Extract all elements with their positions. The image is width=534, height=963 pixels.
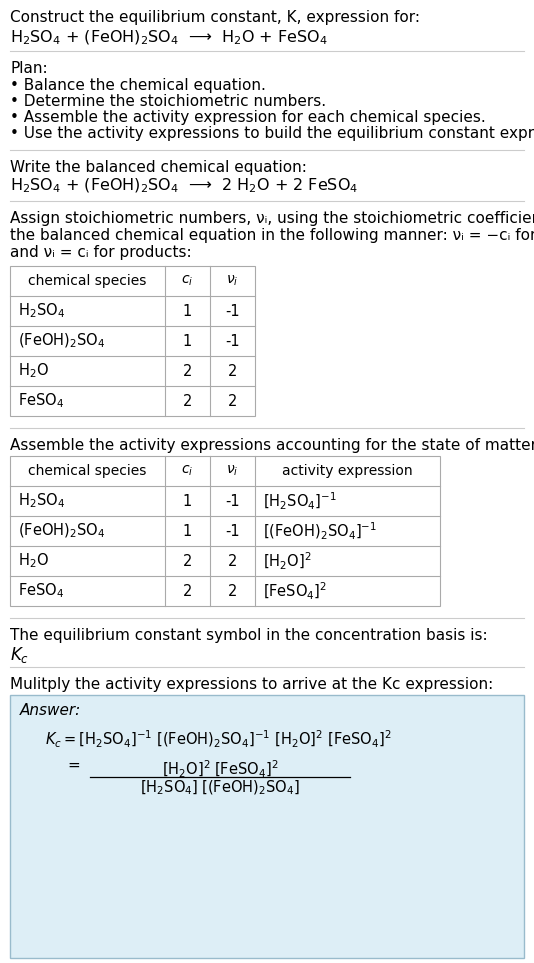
Text: $\nu_i$: $\nu_i$ bbox=[226, 464, 239, 479]
Text: $c_i$: $c_i$ bbox=[182, 273, 194, 288]
Text: $c_i$: $c_i$ bbox=[182, 464, 194, 479]
Text: and νᵢ = cᵢ for products:: and νᵢ = cᵢ for products: bbox=[10, 245, 192, 260]
Text: $K_c = [\mathrm{H_2SO_4}]^{-1}$ $[(\mathrm{FeOH})_2\mathrm{SO_4}]^{-1}$ $[\mathr: $K_c = [\mathrm{H_2SO_4}]^{-1}$ $[(\math… bbox=[45, 729, 391, 750]
Text: $=$: $=$ bbox=[65, 757, 81, 772]
Text: • Assemble the activity expression for each chemical species.: • Assemble the activity expression for e… bbox=[10, 110, 486, 125]
Text: $\mathregular{H_2SO_4}$ + $\mathregular{(FeOH)_2SO_4}$  ⟶  $\mathregular{H_2O}$ : $\mathregular{H_2SO_4}$ + $\mathregular{… bbox=[10, 29, 328, 47]
Text: 2: 2 bbox=[228, 554, 237, 568]
Text: The equilibrium constant symbol in the concentration basis is:: The equilibrium constant symbol in the c… bbox=[10, 628, 488, 643]
Text: $\nu_i$: $\nu_i$ bbox=[226, 273, 239, 288]
Text: 2: 2 bbox=[228, 363, 237, 378]
Text: chemical species: chemical species bbox=[28, 274, 147, 288]
Text: Assemble the activity expressions accounting for the state of matter and νᵢ:: Assemble the activity expressions accoun… bbox=[10, 438, 534, 453]
FancyBboxPatch shape bbox=[10, 695, 524, 958]
Text: • Use the activity expressions to build the equilibrium constant expression.: • Use the activity expressions to build … bbox=[10, 126, 534, 141]
Text: $\mathregular{[(FeOH)_2SO_4]^{-1}}$: $\mathregular{[(FeOH)_2SO_4]^{-1}}$ bbox=[263, 520, 377, 541]
Text: 2: 2 bbox=[228, 584, 237, 598]
Text: 2: 2 bbox=[183, 554, 192, 568]
Text: Mulitply the activity expressions to arrive at the Kᴄ expression:: Mulitply the activity expressions to arr… bbox=[10, 677, 493, 692]
Text: $K_c$: $K_c$ bbox=[10, 645, 29, 665]
Text: • Balance the chemical equation.: • Balance the chemical equation. bbox=[10, 78, 266, 93]
Text: $\mathregular{(FeOH)_2SO_4}$: $\mathregular{(FeOH)_2SO_4}$ bbox=[18, 332, 105, 351]
Text: -1: -1 bbox=[225, 524, 240, 538]
Text: -1: -1 bbox=[225, 493, 240, 508]
Text: Assign stoichiometric numbers, νᵢ, using the stoichiometric coefficients, cᵢ, fr: Assign stoichiometric numbers, νᵢ, using… bbox=[10, 211, 534, 226]
Bar bbox=[10, 456, 440, 606]
Text: $\mathregular{[H_2O]^2}$: $\mathregular{[H_2O]^2}$ bbox=[263, 551, 312, 572]
Text: $\mathregular{H_2O}$: $\mathregular{H_2O}$ bbox=[18, 362, 49, 380]
Text: $\mathregular{H_2O}$: $\mathregular{H_2O}$ bbox=[18, 552, 49, 570]
Text: -1: -1 bbox=[225, 333, 240, 349]
Text: • Determine the stoichiometric numbers.: • Determine the stoichiometric numbers. bbox=[10, 94, 326, 109]
Text: 1: 1 bbox=[183, 333, 192, 349]
Text: 1: 1 bbox=[183, 524, 192, 538]
Text: Construct the equilibrium constant, K, expression for:: Construct the equilibrium constant, K, e… bbox=[10, 10, 420, 25]
Text: $\mathregular{H_2SO_4}$ + $\mathregular{(FeOH)_2SO_4}$  ⟶  2 $\mathregular{H_2O}: $\mathregular{H_2SO_4}$ + $\mathregular{… bbox=[10, 177, 358, 195]
Bar bbox=[10, 266, 255, 416]
Text: $\mathregular{[FeSO_4]^2}$: $\mathregular{[FeSO_4]^2}$ bbox=[263, 581, 327, 602]
Text: 1: 1 bbox=[183, 493, 192, 508]
Text: Write the balanced chemical equation:: Write the balanced chemical equation: bbox=[10, 160, 307, 175]
Text: -1: -1 bbox=[225, 303, 240, 319]
Text: 2: 2 bbox=[183, 394, 192, 408]
Text: 2: 2 bbox=[228, 394, 237, 408]
Text: activity expression: activity expression bbox=[282, 464, 413, 478]
Text: $[\mathrm{H_2O}]^2\;[\mathrm{FeSO_4}]^2$: $[\mathrm{H_2O}]^2\;[\mathrm{FeSO_4}]^2$ bbox=[162, 759, 278, 780]
Text: $\mathregular{H_2SO_4}$: $\mathregular{H_2SO_4}$ bbox=[18, 301, 65, 321]
Text: Plan:: Plan: bbox=[10, 61, 48, 76]
Text: $\mathregular{[H_2SO_4]^{-1}}$: $\mathregular{[H_2SO_4]^{-1}}$ bbox=[263, 490, 336, 511]
Text: 1: 1 bbox=[183, 303, 192, 319]
Text: 2: 2 bbox=[183, 584, 192, 598]
Text: $\mathregular{FeSO_4}$: $\mathregular{FeSO_4}$ bbox=[18, 392, 64, 410]
Text: chemical species: chemical species bbox=[28, 464, 147, 478]
Text: 2: 2 bbox=[183, 363, 192, 378]
Text: the balanced chemical equation in the following manner: νᵢ = −cᵢ for reactants: the balanced chemical equation in the fo… bbox=[10, 228, 534, 243]
Text: $\mathregular{(FeOH)_2SO_4}$: $\mathregular{(FeOH)_2SO_4}$ bbox=[18, 522, 105, 540]
Text: Answer:: Answer: bbox=[20, 703, 81, 718]
Text: $\mathregular{H_2SO_4}$: $\mathregular{H_2SO_4}$ bbox=[18, 492, 65, 510]
Text: $[\mathrm{H_2SO_4}]\;[(\mathrm{FeOH})_2\mathrm{SO_4}]$: $[\mathrm{H_2SO_4}]\;[(\mathrm{FeOH})_2\… bbox=[140, 779, 300, 797]
Text: $\mathregular{FeSO_4}$: $\mathregular{FeSO_4}$ bbox=[18, 582, 64, 600]
